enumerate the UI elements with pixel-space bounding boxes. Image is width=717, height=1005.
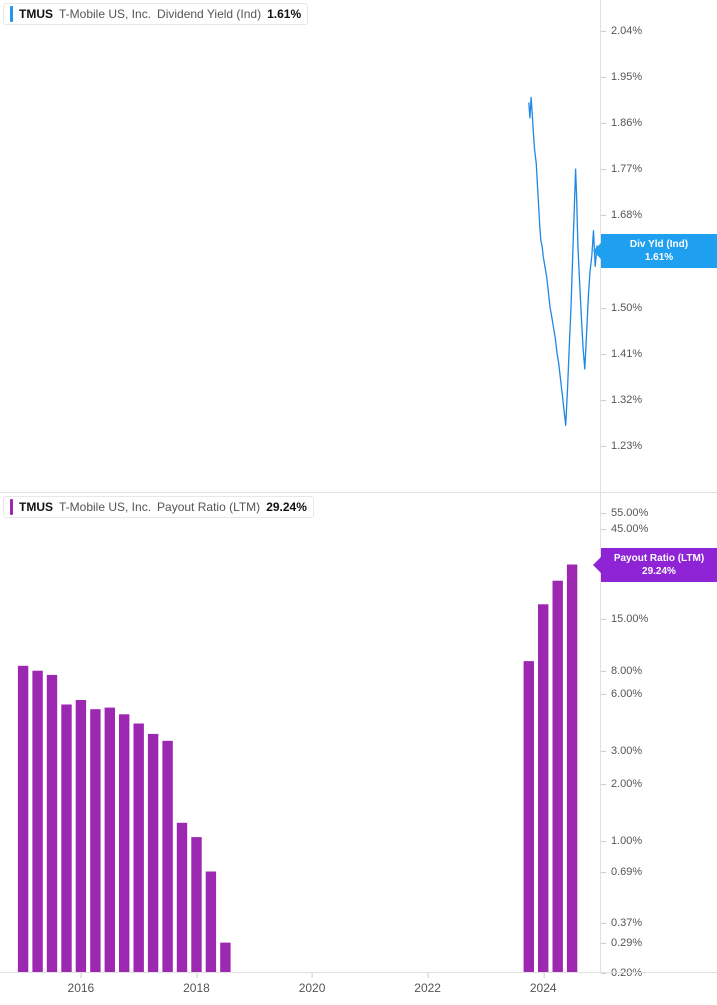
- y-tick: 1.77%: [601, 163, 717, 175]
- y-tick: 3.00%: [601, 745, 717, 757]
- legend-value: 1.61%: [267, 7, 301, 21]
- y-tick: 1.68%: [601, 209, 717, 221]
- callout-label: Div Yld (Ind): [603, 238, 715, 251]
- y-tick: 1.41%: [601, 348, 717, 360]
- y-tick: 55.00%: [601, 507, 717, 519]
- legend-color-bar: [10, 499, 13, 515]
- line-chart-plot[interactable]: [0, 0, 601, 492]
- y-tick: 6.00%: [601, 688, 717, 700]
- y-tick: 1.50%: [601, 302, 717, 314]
- value-callout: Div Yld (Ind) 1.61%: [601, 234, 717, 268]
- y-tick: 0.29%: [601, 937, 717, 949]
- dividend-yield-line: [0, 0, 601, 492]
- y-tick: 8.00%: [601, 665, 717, 677]
- x-tick: 2016: [68, 981, 95, 995]
- y-tick: 2.00%: [601, 778, 717, 790]
- legend-company-name: T-Mobile US, Inc.: [59, 500, 151, 514]
- y-tick: 2.04%: [601, 25, 717, 37]
- y-tick: 1.00%: [601, 835, 717, 847]
- legend-company-name: T-Mobile US, Inc.: [59, 7, 151, 21]
- chart-legend: TMUS T-Mobile US, Inc. Payout Ratio (LTM…: [3, 496, 314, 518]
- y-tick: 1.95%: [601, 71, 717, 83]
- y-tick: 15.00%: [601, 613, 717, 625]
- y-tick: 45.00%: [601, 523, 717, 535]
- x-tick: 2020: [299, 981, 326, 995]
- callout-label: Payout Ratio (LTM): [603, 552, 715, 565]
- y-tick: 0.37%: [601, 917, 717, 929]
- legend-color-bar: [10, 6, 13, 22]
- payout-ratio-panel: TMUS T-Mobile US, Inc. Payout Ratio (LTM…: [0, 492, 717, 972]
- legend-value: 29.24%: [266, 500, 307, 514]
- x-tick: 2024: [530, 981, 557, 995]
- x-tick: 2022: [414, 981, 441, 995]
- y-tick: 1.32%: [601, 394, 717, 406]
- chart-legend: TMUS T-Mobile US, Inc. Dividend Yield (I…: [3, 3, 308, 25]
- legend-ticker: TMUS: [19, 7, 53, 21]
- y-tick: 0.69%: [601, 866, 717, 878]
- callout-value: 29.24%: [603, 565, 715, 578]
- value-callout: Payout Ratio (LTM) 29.24%: [601, 548, 717, 582]
- dividend-yield-panel: TMUS T-Mobile US, Inc. Dividend Yield (I…: [0, 0, 717, 492]
- legend-ticker: TMUS: [19, 500, 53, 514]
- legend-metric: Dividend Yield (Ind): [157, 7, 261, 21]
- y-tick: 1.86%: [601, 117, 717, 129]
- payout-ratio-bars: [0, 493, 601, 973]
- bar-chart-plot[interactable]: [0, 493, 601, 972]
- y-tick: 1.23%: [601, 440, 717, 452]
- x-tick: 2018: [183, 981, 210, 995]
- x-axis: 2016 2018 2020 2022 2024: [0, 972, 717, 1005]
- callout-value: 1.61%: [603, 251, 715, 264]
- legend-metric: Payout Ratio (LTM): [157, 500, 260, 514]
